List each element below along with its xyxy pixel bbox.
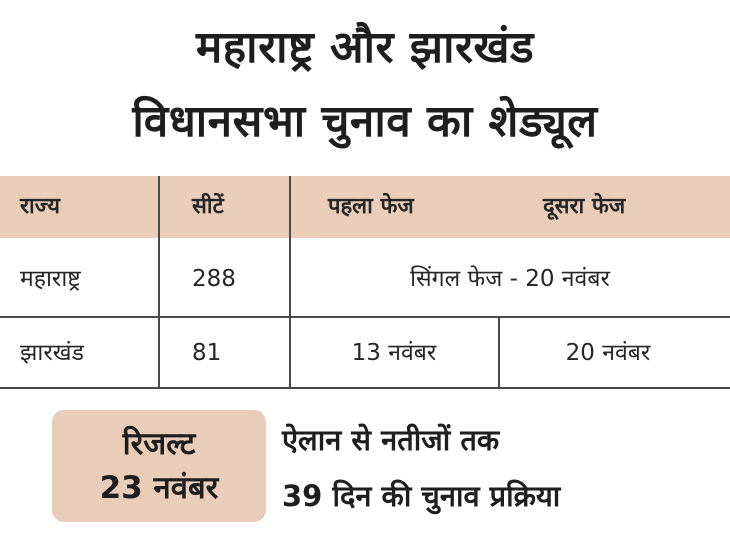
header-phase-2: दूसरा फेज [543,194,626,219]
row-jharkhand-state: झारखंड [20,340,84,366]
header-phase-1: पहला फेज [328,194,414,219]
header-seats: सीटें [192,194,224,219]
result-badge: रिजल्ट 23 नवंबर [52,410,266,522]
header-state: राज्य [20,194,61,219]
row-maharashtra-single-phase: सिंगल फेज - 20 नवंबर [410,266,610,292]
title-line-1: महाराष्ट्र और झारखंड [196,22,534,73]
table-header-row [0,176,730,238]
schedule-table: राज्य सीटें पहला फेज दूसरा फेज महाराष्ट्… [0,176,730,389]
note-line-1: ऐलान से नतीजों तक [282,423,500,457]
note-line-2: 39 दिन की चुनाव प्रक्रिया [282,479,561,513]
row-divider [0,387,730,389]
row-jharkhand-phase-1: 13 नवंबर [351,340,437,366]
row-divider [0,316,730,318]
row-maharashtra-seats: 288 [192,266,236,292]
column-divider [158,176,160,388]
result-label: रिजल्ट [122,426,196,462]
row-jharkhand-phase-2: 20 नवंबर [565,340,651,366]
column-divider [289,176,291,388]
column-divider [498,316,500,388]
title-line-2: विधानसभा चुनाव का शेड्यूल [132,96,598,147]
result-date: 23 नवंबर [99,470,219,506]
row-maharashtra-state: महाराष्ट्र [20,266,81,292]
row-jharkhand-seats: 81 [192,340,222,366]
